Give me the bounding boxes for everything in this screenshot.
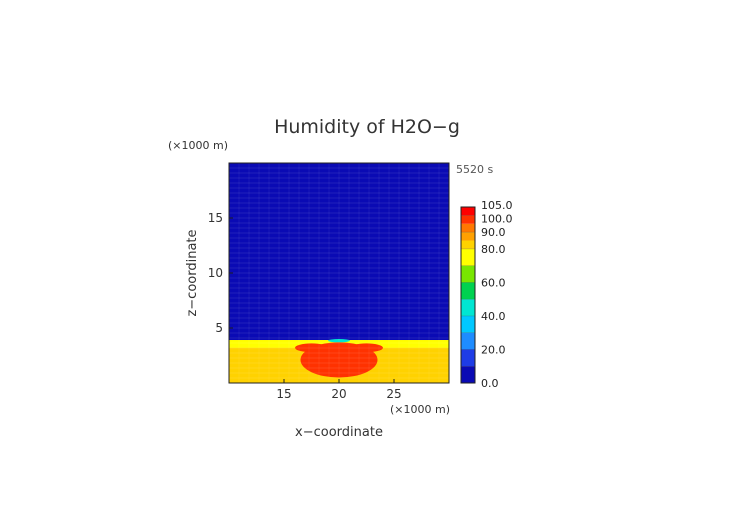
x-tick-label: 25 xyxy=(386,387,401,401)
colorbar xyxy=(460,206,476,384)
colorbar-swatch xyxy=(461,207,475,216)
colorbar-tick-label: 40.0 xyxy=(481,310,506,323)
colorbar-swatch xyxy=(461,299,475,316)
colorbar-swatch xyxy=(461,332,475,350)
x-axis-label: x−coordinate xyxy=(295,425,383,440)
colorbar-swatch xyxy=(461,240,475,249)
x-tick-label: 20 xyxy=(331,387,346,401)
y-tick-label: 10 xyxy=(208,266,223,280)
colorbar-swatch xyxy=(461,223,475,233)
x-unit-label: (×1000 m) xyxy=(390,403,450,416)
colorbar-tick-label: 100.0 xyxy=(481,212,513,225)
y-tick-label: 15 xyxy=(208,211,223,225)
time-label: 5520 s xyxy=(456,163,493,176)
chart-title: Humidity of H2O−g xyxy=(274,116,460,138)
colorbar-tick-label: 20.0 xyxy=(481,343,506,356)
colorbar-swatch xyxy=(461,349,475,367)
y-unit-label: (×1000 m) xyxy=(168,139,228,152)
y-axis-label: z−coordinate xyxy=(185,229,200,316)
colorbar-swatch xyxy=(461,366,475,383)
field-grid xyxy=(229,163,449,383)
colorbar-tick-label: 105.0 xyxy=(481,199,513,212)
colorbar-swatch xyxy=(461,248,475,266)
y-tick-label: 5 xyxy=(215,321,223,335)
x-axis: 15 20 25 xyxy=(276,379,402,401)
colorbar-tick-label: 0.0 xyxy=(481,377,499,390)
field-region-upper-dry-layer xyxy=(229,163,449,341)
field-region-center-top-cyan xyxy=(328,339,350,343)
x-tick-label: 15 xyxy=(276,387,291,401)
colorbar-tick-label: 90.0 xyxy=(481,226,506,239)
y-axis: 5 10 15 xyxy=(208,211,233,335)
colorbar-swatch xyxy=(461,232,475,241)
colorbar-frame xyxy=(460,206,476,384)
field-region-moist-lobe-left xyxy=(295,343,328,353)
heatmap-field xyxy=(229,163,449,383)
colorbar-tick-label: 60.0 xyxy=(481,276,506,289)
colorbar-swatch xyxy=(461,215,475,224)
colorbar-swatch xyxy=(461,282,475,300)
field-region-moist-lobe-right xyxy=(350,343,383,353)
colorbar-swatch xyxy=(461,315,475,333)
colorbar-swatch xyxy=(461,265,475,283)
colorbar-tick-label: 80.0 xyxy=(481,243,506,256)
